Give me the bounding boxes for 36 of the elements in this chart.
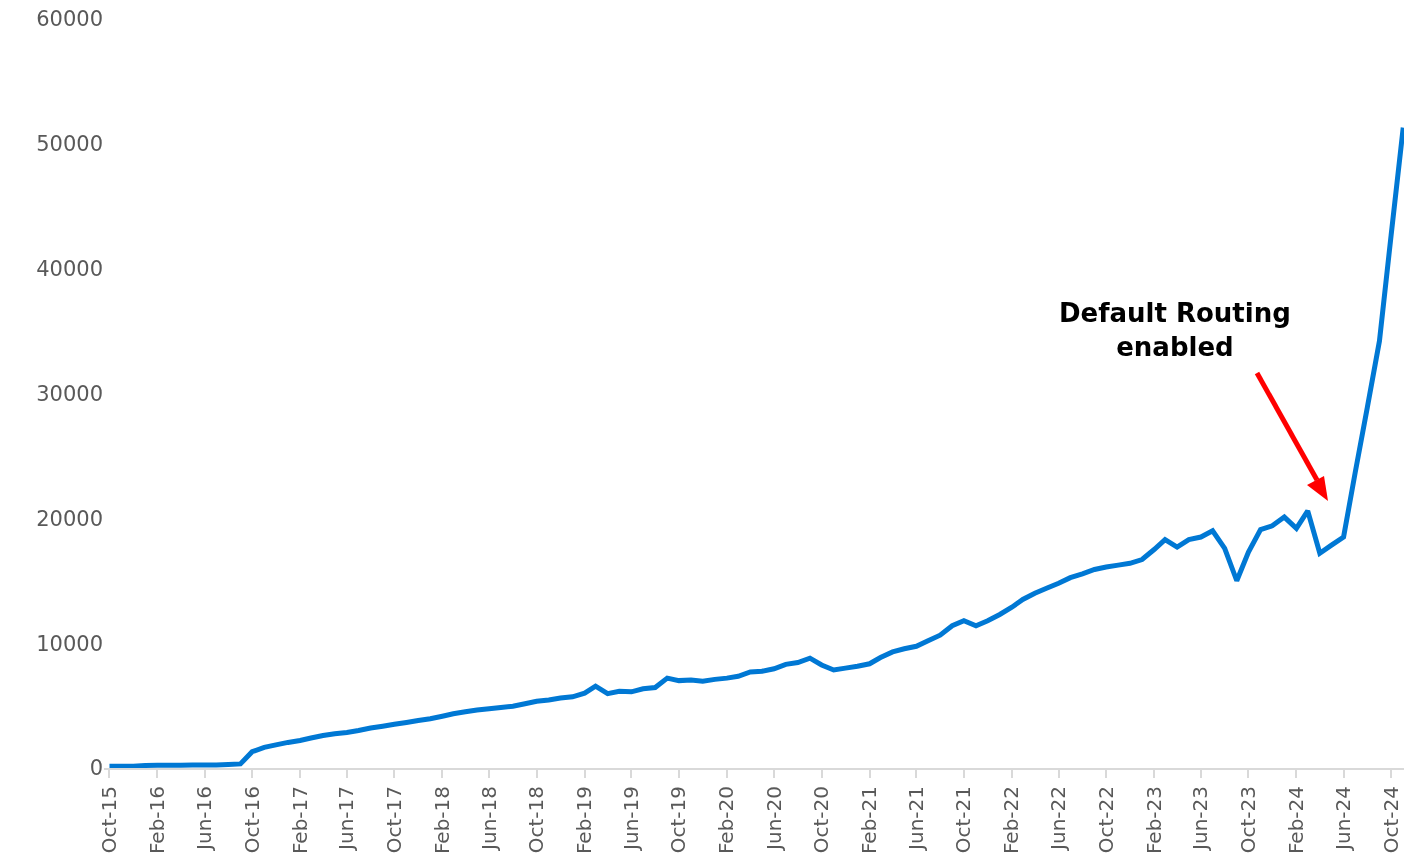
x-tick-label: Oct-24 xyxy=(1378,786,1403,854)
annotation: Default Routing enabled xyxy=(1059,298,1291,362)
x-tick-label: Oct-18 xyxy=(524,786,549,854)
x-tick-label: Feb-20 xyxy=(714,786,739,855)
y-tick-label: 20000 xyxy=(36,506,103,531)
x-tick-label: Feb-18 xyxy=(429,786,454,855)
x-tick-label: Feb-22 xyxy=(999,786,1024,855)
x-tick-label: Feb-19 xyxy=(572,786,597,855)
x-tick-label: Jun-22 xyxy=(1046,786,1071,852)
y-tick-label: 30000 xyxy=(36,381,103,406)
x-tick-label: Jun-19 xyxy=(618,786,643,852)
y-tick-label: 40000 xyxy=(36,257,103,282)
x-tick-label: Oct-15 xyxy=(96,786,121,854)
x-tick-label: Oct-16 xyxy=(239,786,264,854)
x-tick-label: Feb-17 xyxy=(287,786,312,855)
x-tick-label: Oct-17 xyxy=(381,786,406,854)
y-tick-label: 10000 xyxy=(36,631,103,656)
x-tick-label: Oct-20 xyxy=(809,786,834,854)
x-tick-label: Jun-20 xyxy=(761,786,786,852)
x-tick-label: Feb-24 xyxy=(1283,786,1308,855)
x-tick-label: Jun-21 xyxy=(903,786,928,852)
x-tick-label: Oct-22 xyxy=(1093,786,1118,854)
x-tick-label: Oct-23 xyxy=(1235,786,1260,854)
x-tick-label: Feb-23 xyxy=(1141,786,1166,855)
x-tick-label: Jun-18 xyxy=(476,786,501,852)
x-tick-label: Feb-16 xyxy=(144,786,169,855)
x-tick-label: Jun-24 xyxy=(1331,786,1356,852)
y-tick-label: 50000 xyxy=(36,132,103,157)
y-tick-label: 0 xyxy=(89,756,103,781)
x-tick-label: Jun-17 xyxy=(334,786,359,852)
y-tick-label: 60000 xyxy=(36,7,103,32)
x-tick-label: Oct-21 xyxy=(951,786,976,854)
x-tick-label: Oct-19 xyxy=(666,786,691,854)
x-tick-label: Feb-21 xyxy=(857,786,882,855)
x-tick-label: Jun-16 xyxy=(192,786,217,852)
x-tick-label: Jun-23 xyxy=(1188,786,1213,852)
